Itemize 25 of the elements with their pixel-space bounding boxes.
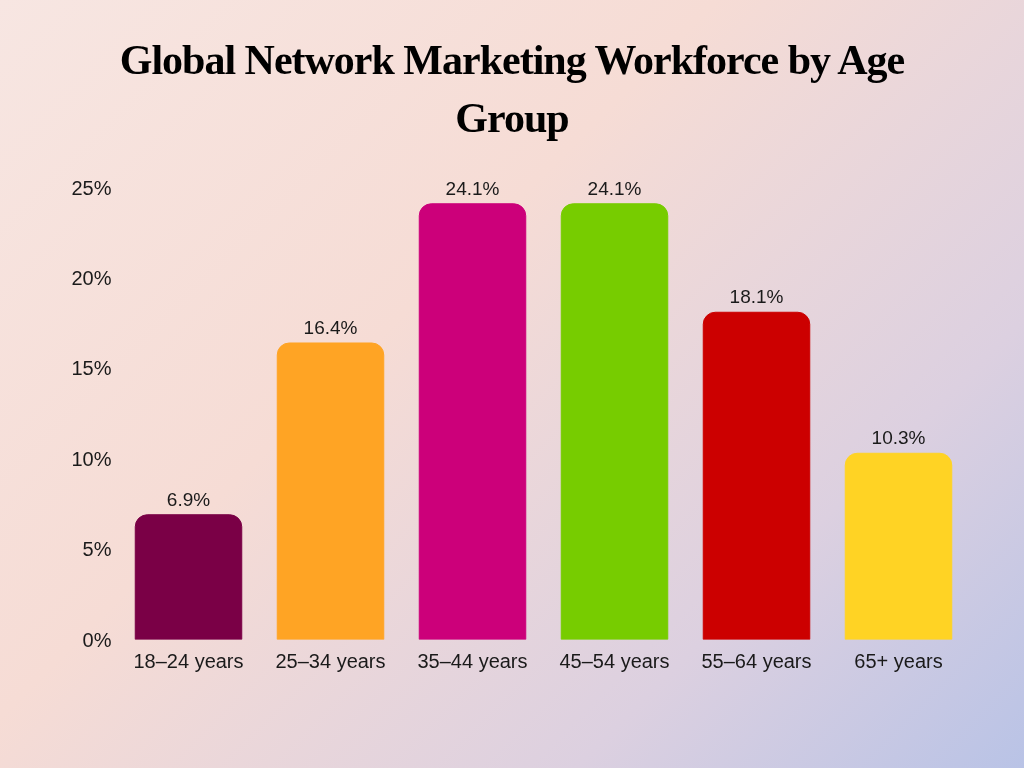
bar [702, 311, 811, 640]
y-tick-label: 15% [71, 357, 112, 380]
y-tick-label: 20% [71, 266, 112, 289]
bar [560, 203, 669, 640]
data-label: 6.9% [166, 488, 211, 510]
x-tick-label: 65+ years [854, 649, 943, 672]
y-tick-label: 5% [82, 538, 112, 561]
x-tick-label: 35–44 years [417, 649, 528, 672]
data-label: 24.1% [445, 177, 500, 199]
bar [276, 342, 385, 640]
y-tick-label: 0% [82, 628, 112, 651]
x-tick-label: 18–24 years [133, 649, 244, 672]
y-tick-label: 10% [71, 447, 112, 470]
x-tick-label: 55–64 years [701, 649, 812, 672]
bar [134, 514, 243, 640]
bar [844, 452, 953, 640]
chart-title: Global Network Marketing Workforce by Age Group [118, 36, 906, 143]
data-label: 24.1% [587, 177, 642, 199]
data-label: 10.3% [871, 427, 926, 449]
y-tick-label: 25% [71, 176, 112, 199]
data-label: 18.1% [729, 286, 784, 308]
bar [418, 203, 527, 640]
data-label: 16.4% [303, 316, 358, 338]
x-tick-label: 25–34 years [275, 649, 386, 672]
x-tick-label: 45–54 years [559, 649, 670, 672]
